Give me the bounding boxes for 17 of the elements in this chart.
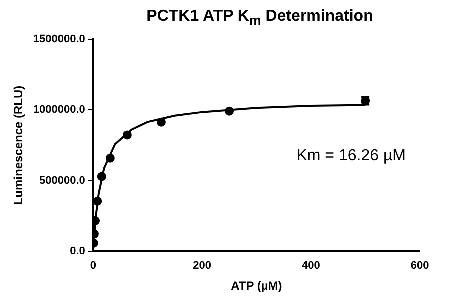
x-tick-label: 0 <box>90 260 96 272</box>
x-axis-title: ATP (µM) <box>231 279 282 294</box>
x-tick-label: 400 <box>302 260 320 272</box>
y-tick-label: 500000.0 <box>40 174 86 187</box>
x-tick-label: 600 <box>410 260 430 272</box>
annotation: Km = 16.26 µM <box>296 147 406 164</box>
y-tick-label: 0.0 <box>70 245 86 258</box>
point <box>156 118 166 127</box>
point <box>97 172 106 182</box>
y-tick-label: 1500000.0 <box>33 34 86 46</box>
y-axis-title: Luminescence (RLU) <box>12 86 26 206</box>
point <box>106 154 115 163</box>
point <box>122 130 132 140</box>
point <box>224 106 234 116</box>
chart-title: PCTK1 ATP K$_{m}$ Determination <box>146 8 374 30</box>
y-tick-label: 1000000.0 <box>33 104 86 116</box>
x-tick-label: 200 <box>193 260 212 272</box>
